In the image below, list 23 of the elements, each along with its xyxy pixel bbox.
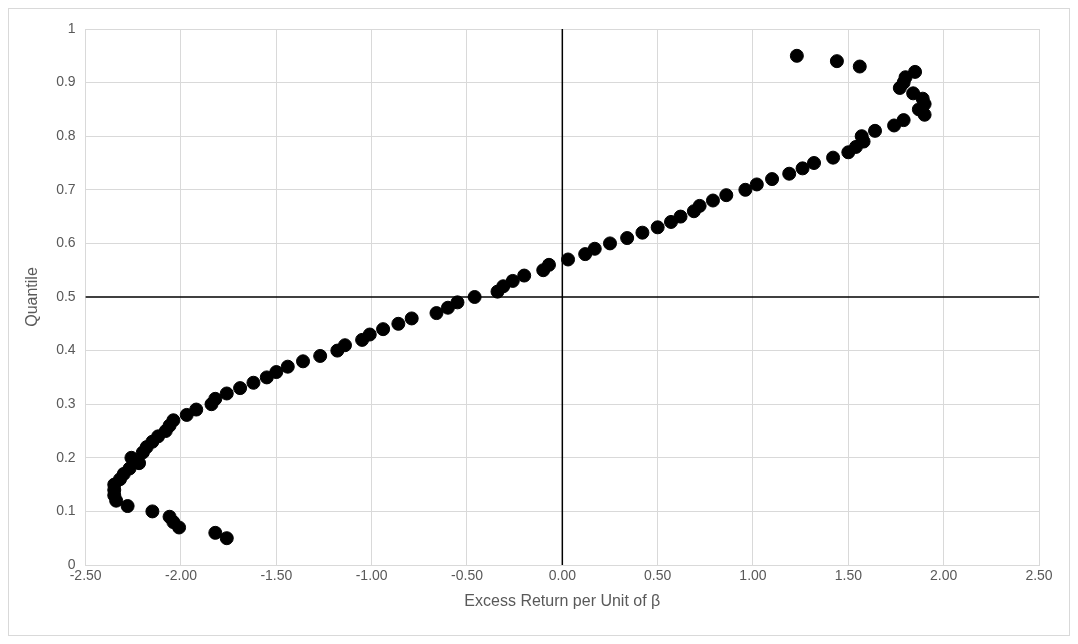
x-tick-label: -1.00 (355, 567, 388, 584)
x-tick-label: -1.50 (260, 567, 293, 584)
y-tick-label: 0.2 (56, 448, 76, 465)
y-tick-label: 0.7 (56, 180, 76, 197)
x-tick-label: -2.00 (165, 567, 198, 584)
y-tick-label: 0.1 (56, 502, 76, 519)
y-axis-title: Quantile (23, 267, 41, 327)
x-tick-label: 2.00 (930, 567, 958, 584)
y-tick-label: 0.4 (56, 341, 76, 358)
y-tick-label: 0.3 (56, 395, 76, 412)
y-tick-label: 0.8 (56, 127, 76, 144)
x-tick-label: 0.50 (644, 567, 672, 584)
x-tick-label: 0.00 (548, 567, 577, 584)
y-tick-label: 0 (67, 555, 76, 572)
y-tick-label: 0.9 (56, 73, 76, 90)
x-tick-label: 2.50 (1025, 567, 1053, 584)
x-axis-title: Excess Return per Unit of β (464, 591, 661, 609)
y-tick-label: 0.5 (56, 287, 76, 304)
x-tick-label: 1.50 (834, 567, 863, 584)
x-tick-label: -0.50 (451, 567, 484, 584)
x-tick-label: 1.00 (739, 567, 767, 584)
y-tick-label: 1 (67, 19, 76, 36)
y-tick-label: 0.6 (56, 234, 76, 251)
